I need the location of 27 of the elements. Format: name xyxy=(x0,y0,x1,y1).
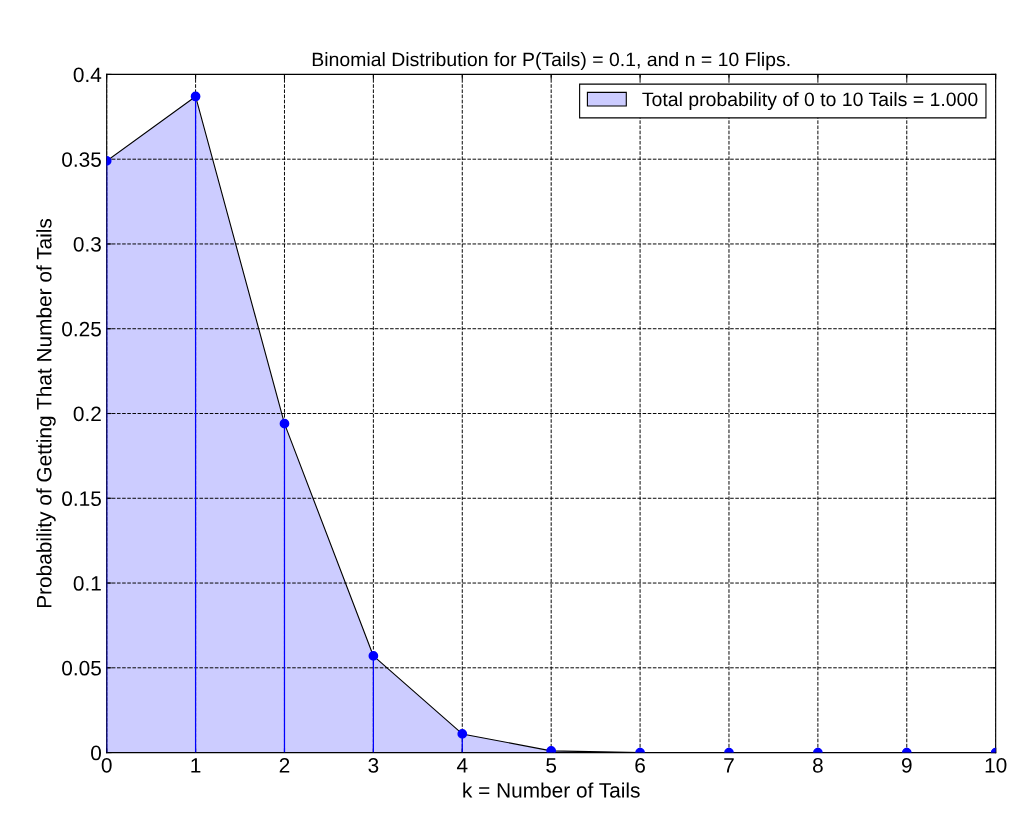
point xyxy=(279,418,290,429)
x-tick-label: 3 xyxy=(368,757,379,773)
x-tick-label: 2 xyxy=(279,757,290,773)
y-tick-label: 0.2 xyxy=(73,406,101,422)
chart-title: Binomial Distribution for P(Tails) = 0.1, and n = 10 Flips. xyxy=(312,52,790,71)
x-tick-label: 6 xyxy=(635,757,645,773)
x-tick-label: 5 xyxy=(546,758,557,773)
y-tick-label: 0.35 xyxy=(62,152,101,167)
x-tick-label: 1 xyxy=(191,758,201,773)
point xyxy=(368,651,379,661)
x-tick-label: 4 xyxy=(456,758,468,773)
x-tick-label: 0 xyxy=(101,757,112,773)
x-tick-label: 10 xyxy=(985,757,1007,773)
x-axis-title: k = Number of Tails xyxy=(463,782,640,798)
y-tick-label: 0 xyxy=(91,745,102,761)
y-tick-label: 0.4 xyxy=(73,67,102,83)
legend-label: Total probability of 0 to 10 Tails = 1.000 xyxy=(642,91,978,111)
y-tick-label: 0.1 xyxy=(73,576,101,591)
y-tick-label: 0.15 xyxy=(62,491,101,507)
y-tick-label: 0.05 xyxy=(62,660,101,676)
x-tick-label: 8 xyxy=(812,757,823,773)
x-tick-label: 7 xyxy=(724,758,734,773)
y-tick-label: 0.25 xyxy=(62,321,101,337)
y-axis-title: Probability of Getting That Number of Tails xyxy=(36,218,56,608)
y-tick-label: 0.3 xyxy=(73,236,101,252)
point xyxy=(190,91,201,102)
x-tick-label: 9 xyxy=(901,757,912,773)
